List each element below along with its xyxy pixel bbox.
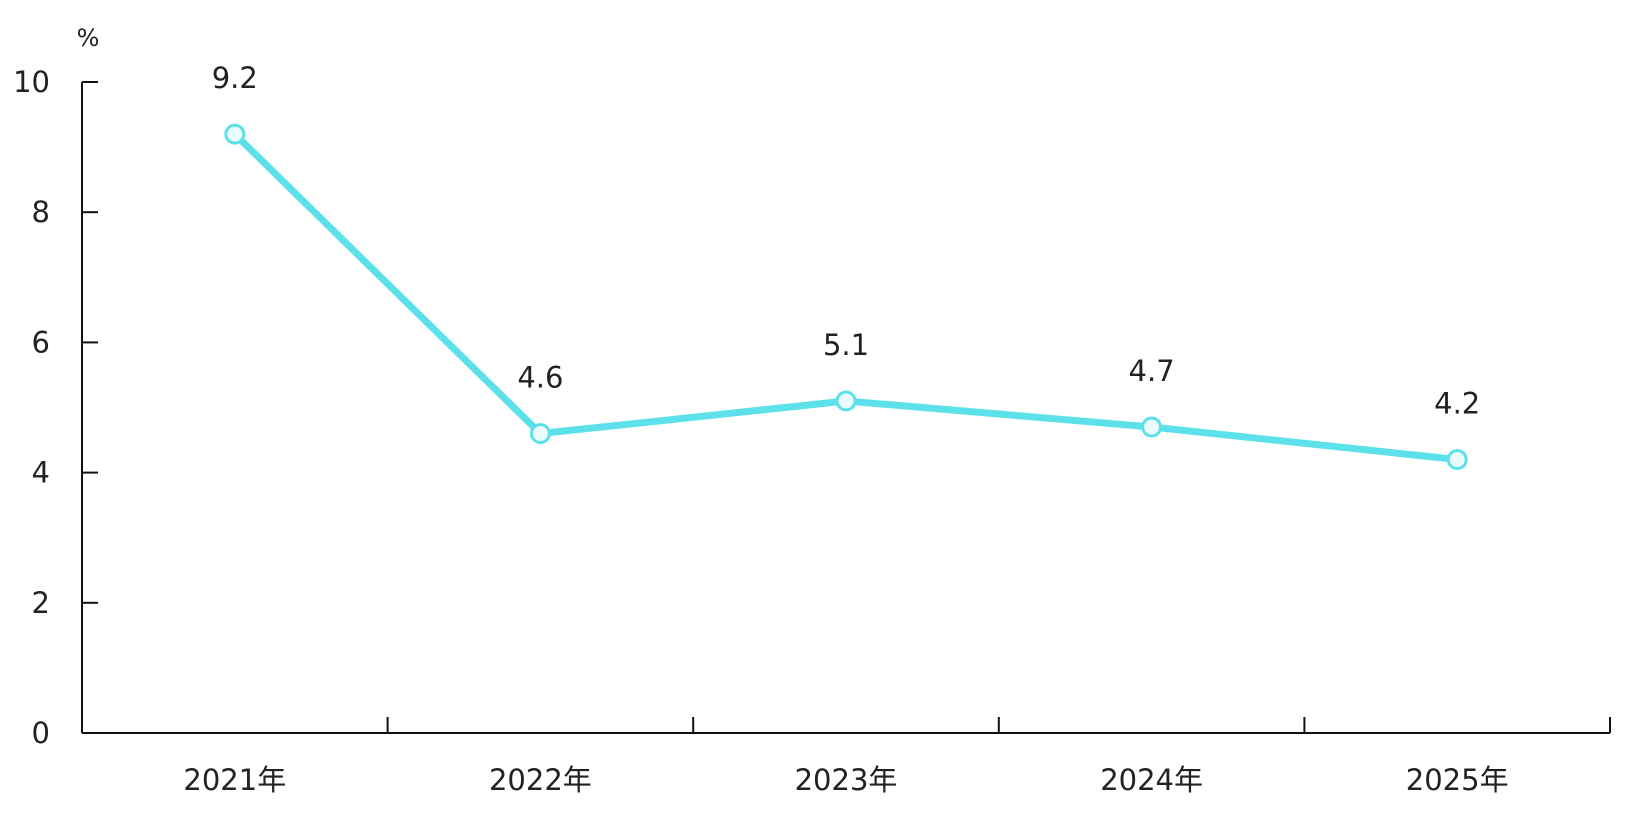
y-axis-ticks: 0 2 4 6 8 10 bbox=[13, 65, 98, 750]
data-point bbox=[835, 390, 857, 412]
data-point bbox=[1446, 449, 1468, 471]
y-axis-unit-label: % bbox=[77, 24, 100, 52]
y-tick-label: 8 bbox=[32, 195, 50, 229]
axes bbox=[81, 82, 1610, 734]
series-group bbox=[224, 123, 1468, 471]
x-tick-label: 2023年 bbox=[795, 763, 898, 797]
data-label: 4.2 bbox=[1434, 387, 1480, 421]
x-tick-label: 2021年 bbox=[183, 763, 286, 797]
x-axis-ticks: 2021年 2022年 2023年 2024年 2025年 bbox=[183, 717, 1611, 797]
y-tick-label: 2 bbox=[32, 586, 50, 620]
x-tick-label: 2025年 bbox=[1406, 763, 1509, 797]
data-label: 9.2 bbox=[212, 61, 258, 95]
x-tick-label: 2022年 bbox=[489, 763, 592, 797]
data-point bbox=[529, 423, 551, 445]
y-tick-label: 0 bbox=[32, 716, 50, 750]
y-tick-label: 10 bbox=[13, 65, 50, 99]
x-tick-label: 2024年 bbox=[1100, 763, 1203, 797]
y-tick-label: 4 bbox=[32, 456, 50, 490]
data-point bbox=[1141, 416, 1163, 438]
data-point bbox=[224, 123, 246, 145]
data-label: 4.6 bbox=[517, 361, 563, 395]
data-label: 5.1 bbox=[823, 328, 869, 362]
y-tick-label: 6 bbox=[32, 325, 50, 359]
data-label: 4.7 bbox=[1129, 354, 1175, 388]
data-labels: 9.2 4.6 5.1 4.7 4.2 bbox=[212, 61, 1481, 421]
